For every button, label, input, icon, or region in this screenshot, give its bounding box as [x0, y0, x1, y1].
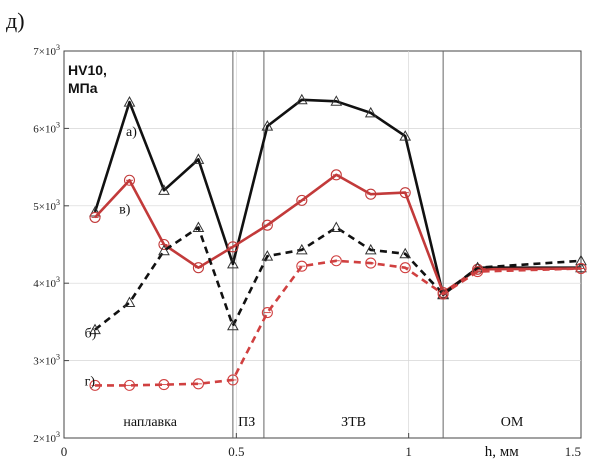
grid-layer [64, 51, 581, 438]
series-line [95, 259, 582, 387]
zone-label: ЗТВ [341, 415, 366, 430]
circle-marker [158, 238, 170, 251]
circle-marker [158, 379, 170, 391]
y-axis-label-line-2: МПа [68, 80, 98, 96]
y-tick-label: 2×103 [33, 430, 60, 445]
circle-marker [227, 241, 239, 253]
panel-label: д) [6, 8, 25, 33]
triangle-marker [89, 323, 101, 335]
circle-marker [89, 211, 101, 223]
triangle-marker [227, 257, 239, 269]
circle-marker [296, 260, 308, 272]
circle-marker [227, 374, 239, 386]
circle-marker [123, 379, 136, 391]
series-4: г) [85, 255, 587, 391]
triangle-marker [158, 184, 170, 195]
x-tick-label: 1 [405, 444, 412, 459]
circle-marker [261, 307, 273, 319]
series-label: г) [85, 374, 96, 389]
triangle-marker [575, 254, 587, 266]
zone-labels: наплавка ПЗ ЗТВ ОМ [123, 415, 524, 430]
zone-label: ПЗ [238, 415, 255, 430]
series-label: б) [85, 326, 97, 341]
y-axis-ticks: 2×103 3×103 4×103 5×103 6×103 7×103 [33, 43, 69, 445]
series-layer: а) в) б) г) [85, 93, 587, 391]
triangle-marker [227, 319, 239, 331]
circle-marker [365, 188, 377, 200]
zone-boundaries [232, 51, 444, 438]
y-tick-label: 7×103 [33, 43, 60, 58]
circle-marker [192, 262, 204, 274]
triangle-marker [123, 96, 136, 107]
series-3: б) [85, 221, 587, 341]
circle-marker [437, 288, 449, 300]
zone-label: ОМ [501, 415, 524, 430]
circle-marker [89, 379, 101, 391]
circle-marker [123, 174, 136, 186]
triangle-marker [261, 250, 274, 261]
circle-marker [472, 266, 484, 278]
circle-marker [296, 194, 308, 206]
circle-marker [330, 169, 342, 181]
y-tick-label: 3×103 [33, 353, 60, 368]
circle-marker [261, 219, 273, 231]
triangle-marker [399, 247, 412, 259]
series-line [94, 226, 582, 331]
triangle-marker [330, 95, 343, 106]
triangle-marker [399, 130, 412, 141]
y-tick-label: 5×103 [33, 198, 60, 213]
triangle-marker [295, 93, 308, 105]
triangle-marker [192, 221, 205, 232]
triangle-marker [295, 243, 308, 255]
y-axis-label-line-1: HV10, [68, 62, 107, 78]
series-label: а) [126, 125, 137, 140]
x-tick-label: 0.5 [228, 444, 244, 459]
triangle-marker [158, 244, 170, 256]
zone-label: наплавка [123, 415, 177, 430]
triangle-marker [123, 296, 136, 308]
series-label: в) [119, 203, 131, 218]
triangle-marker [330, 221, 343, 232]
triangle-marker [364, 106, 377, 118]
triangle-marker [192, 153, 205, 164]
y-tick-label: 6×103 [33, 120, 60, 135]
triangle-marker [261, 120, 274, 131]
circle-marker [192, 378, 204, 390]
circle-marker [330, 255, 342, 267]
x-tick-label: 1.5 [565, 444, 581, 459]
triangle-marker [364, 243, 377, 255]
x-tick-label: 0 [61, 444, 68, 459]
y-tick-label: 4×103 [33, 275, 60, 290]
x-axis-label: h, мм [485, 444, 519, 460]
circle-marker [399, 187, 411, 199]
plot-frame [63, 50, 582, 439]
circle-marker [575, 262, 587, 275]
circle-marker [365, 257, 377, 269]
x-axis-ticks: 0 0.5 1 1.5 [61, 433, 582, 459]
circle-marker [399, 262, 411, 274]
